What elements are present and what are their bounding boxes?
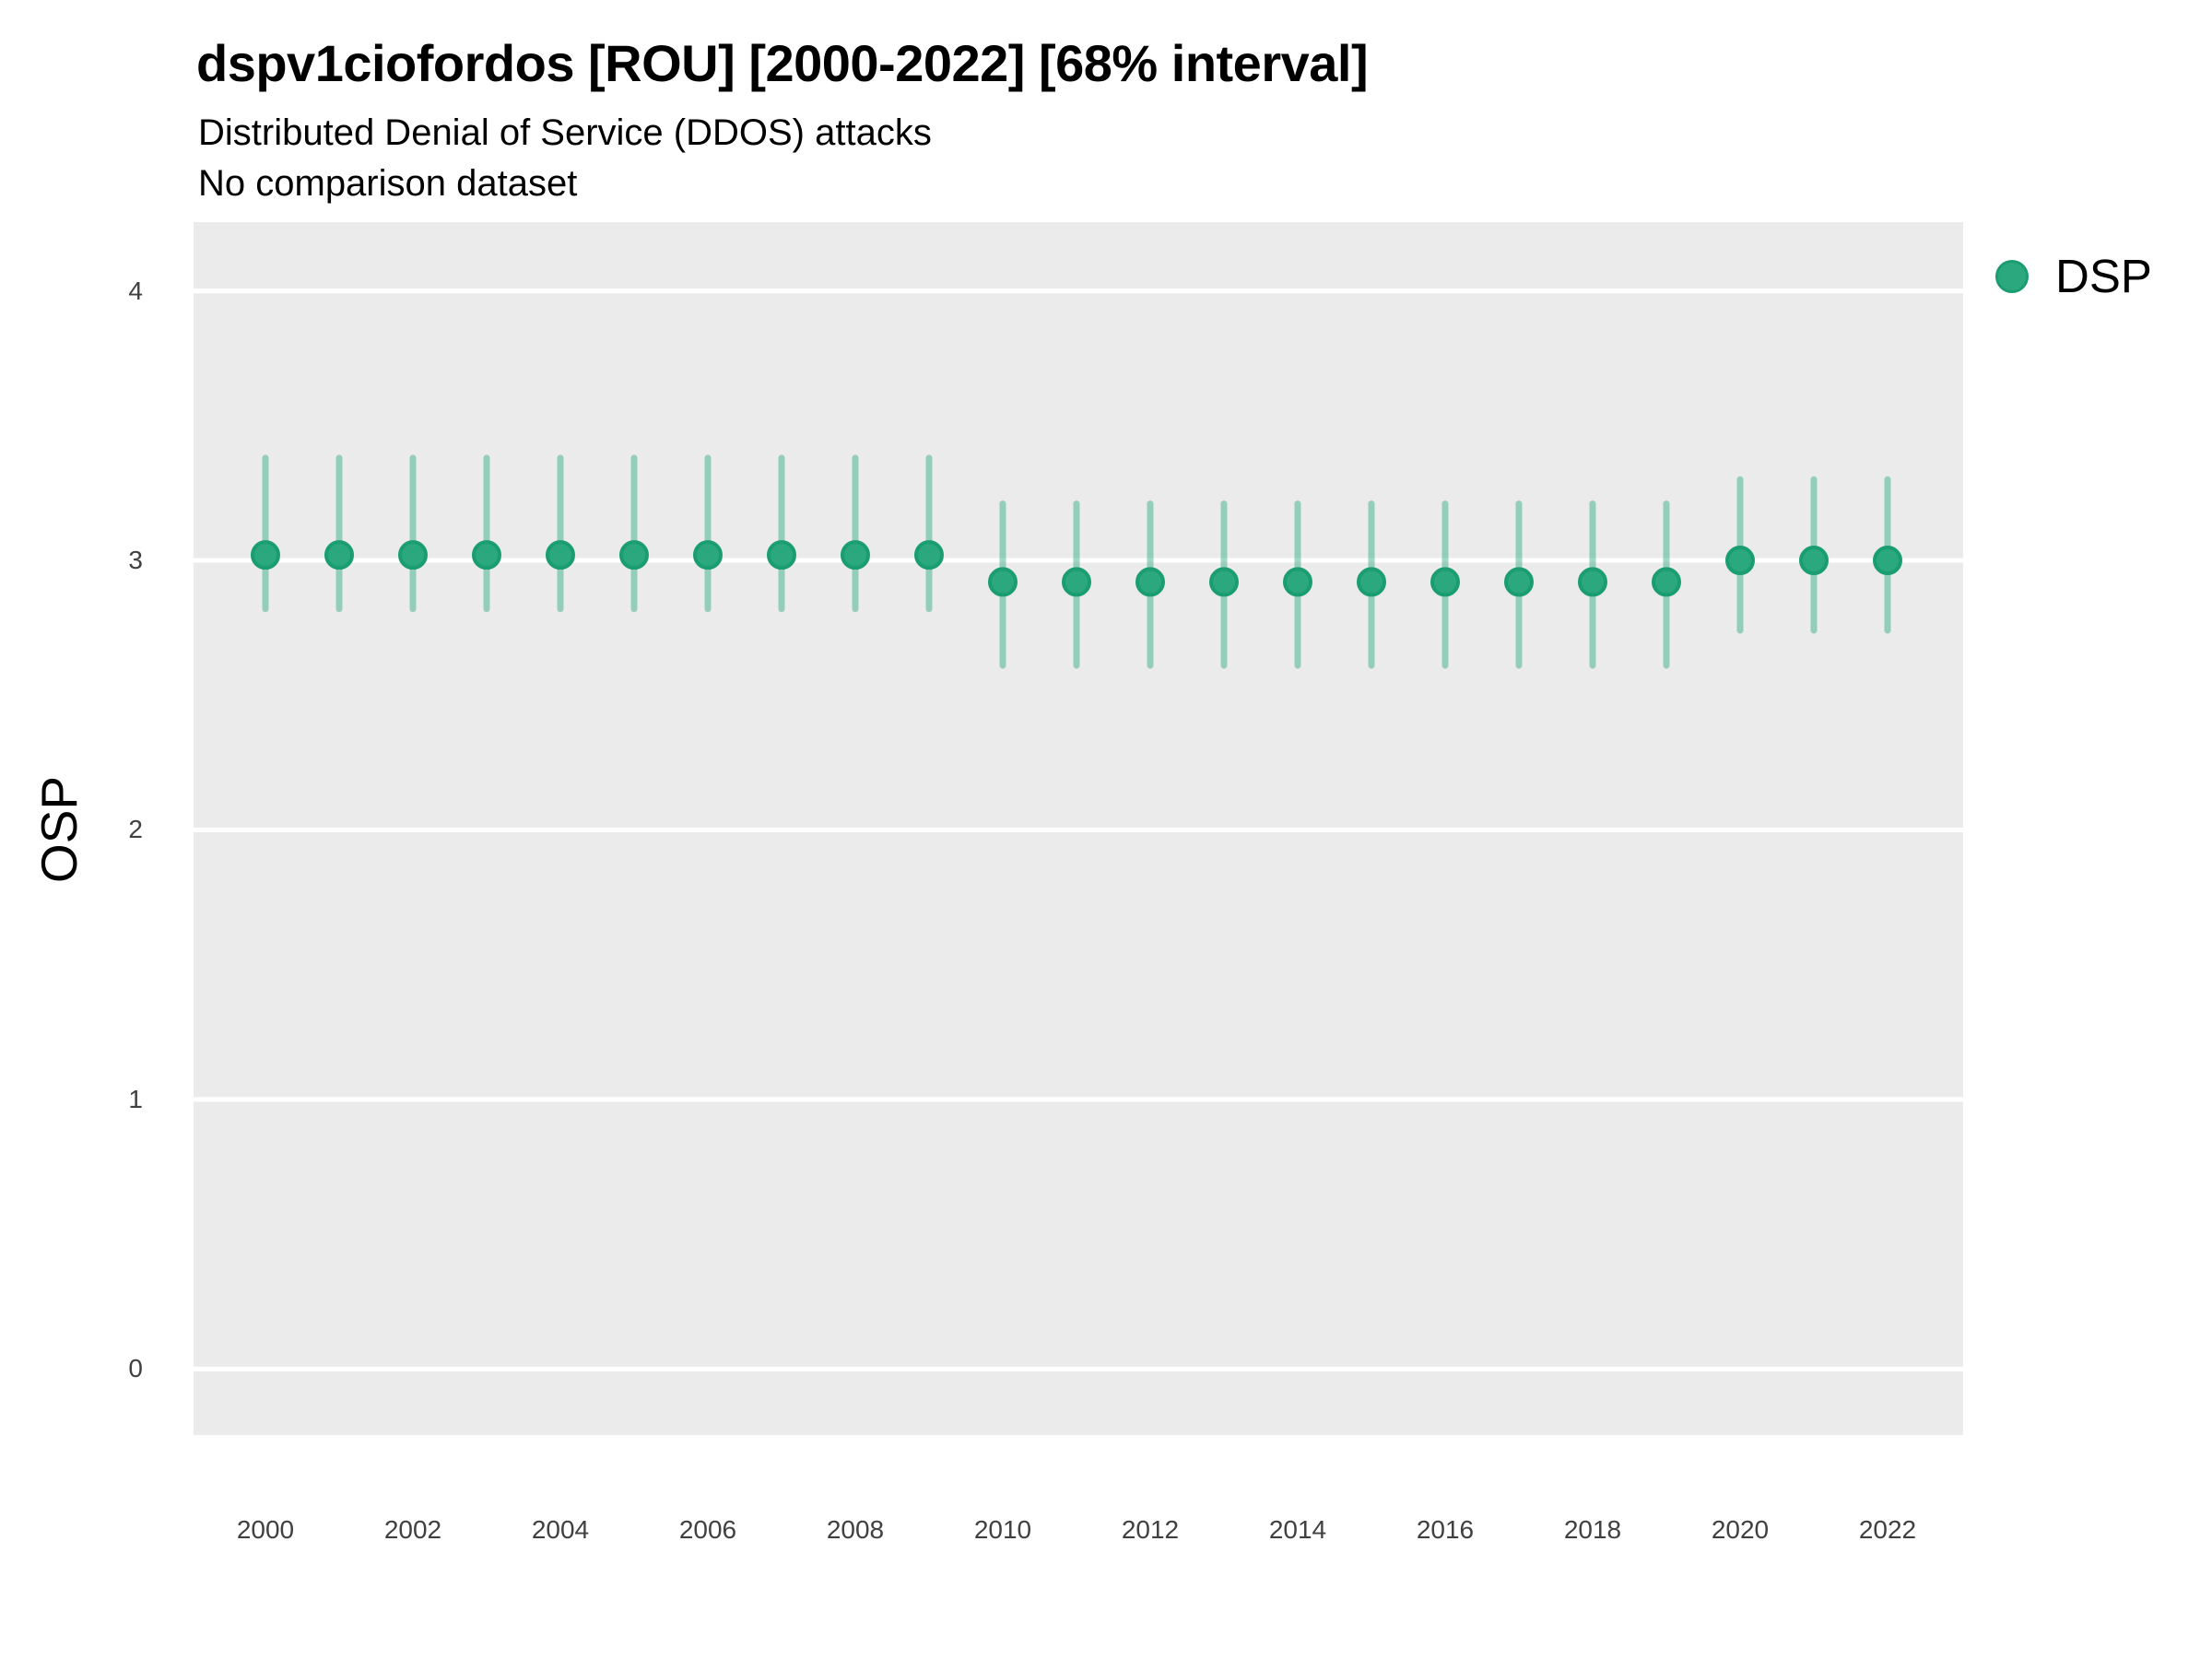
x-tick-label-2002: 2002 [383,1515,442,1544]
data-point-2016 [1430,567,1460,597]
x-tick-label-2006: 2006 [678,1515,737,1544]
legend-label: DSP [2055,250,2152,302]
x-tick-label-2008: 2008 [826,1515,885,1544]
x-tick-label-2018: 2018 [1563,1515,1622,1544]
x-tick-label-2016: 2016 [1416,1515,1475,1544]
legend: DSP [1995,251,2152,302]
y-tick-label-4: 4 [128,276,143,305]
data-point-2009 [914,540,944,571]
legend-marker-icon [1995,260,2029,293]
data-point-2006 [693,540,723,571]
comparison-note: No comparison dataset [198,163,578,204]
x-tick-label-2004: 2004 [531,1515,590,1544]
y-tick-label-2: 2 [128,815,143,844]
data-point-2013 [1209,567,1239,597]
data-point-2020 [1725,546,1755,576]
data-point-2015 [1357,567,1386,597]
x-tick-label-2022: 2022 [1858,1515,1917,1544]
x-tick-label-2020: 2020 [1711,1515,1770,1544]
data-point-2022 [1873,546,1902,576]
data-point-2003 [472,540,501,571]
data-point-2011 [1062,567,1091,597]
data-point-2007 [767,540,796,571]
y-tick-label-3: 3 [128,546,143,575]
page-title: dspv1ciofordos [ROU] [2000-2022] [68% in… [196,34,1369,92]
plot-panel [194,222,1963,1435]
data-point-2012 [1135,567,1165,597]
data-point-2002 [398,540,428,571]
x-tick-label-2000: 2000 [236,1515,295,1544]
data-point-2021 [1799,546,1829,576]
x-tick-label-2012: 2012 [1121,1515,1180,1544]
data-point-2014 [1283,567,1312,597]
data-point-2018 [1578,567,1607,597]
chart-subtitle: Distributed Denial of Service (DDOS) att… [198,112,932,153]
data-point-2001 [324,540,354,571]
x-tick-label-2010: 2010 [973,1515,1032,1544]
y-tick-label-1: 1 [128,1084,143,1113]
data-point-2010 [988,567,1018,597]
data-point-2017 [1504,567,1534,597]
y-tick-label-0: 0 [128,1354,143,1383]
data-point-2019 [1652,567,1681,597]
data-point-2000 [251,540,280,571]
x-tick-label-2014: 2014 [1268,1515,1327,1544]
data-point-2004 [546,540,575,571]
data-point-2005 [619,540,649,571]
data-point-2008 [841,540,870,571]
